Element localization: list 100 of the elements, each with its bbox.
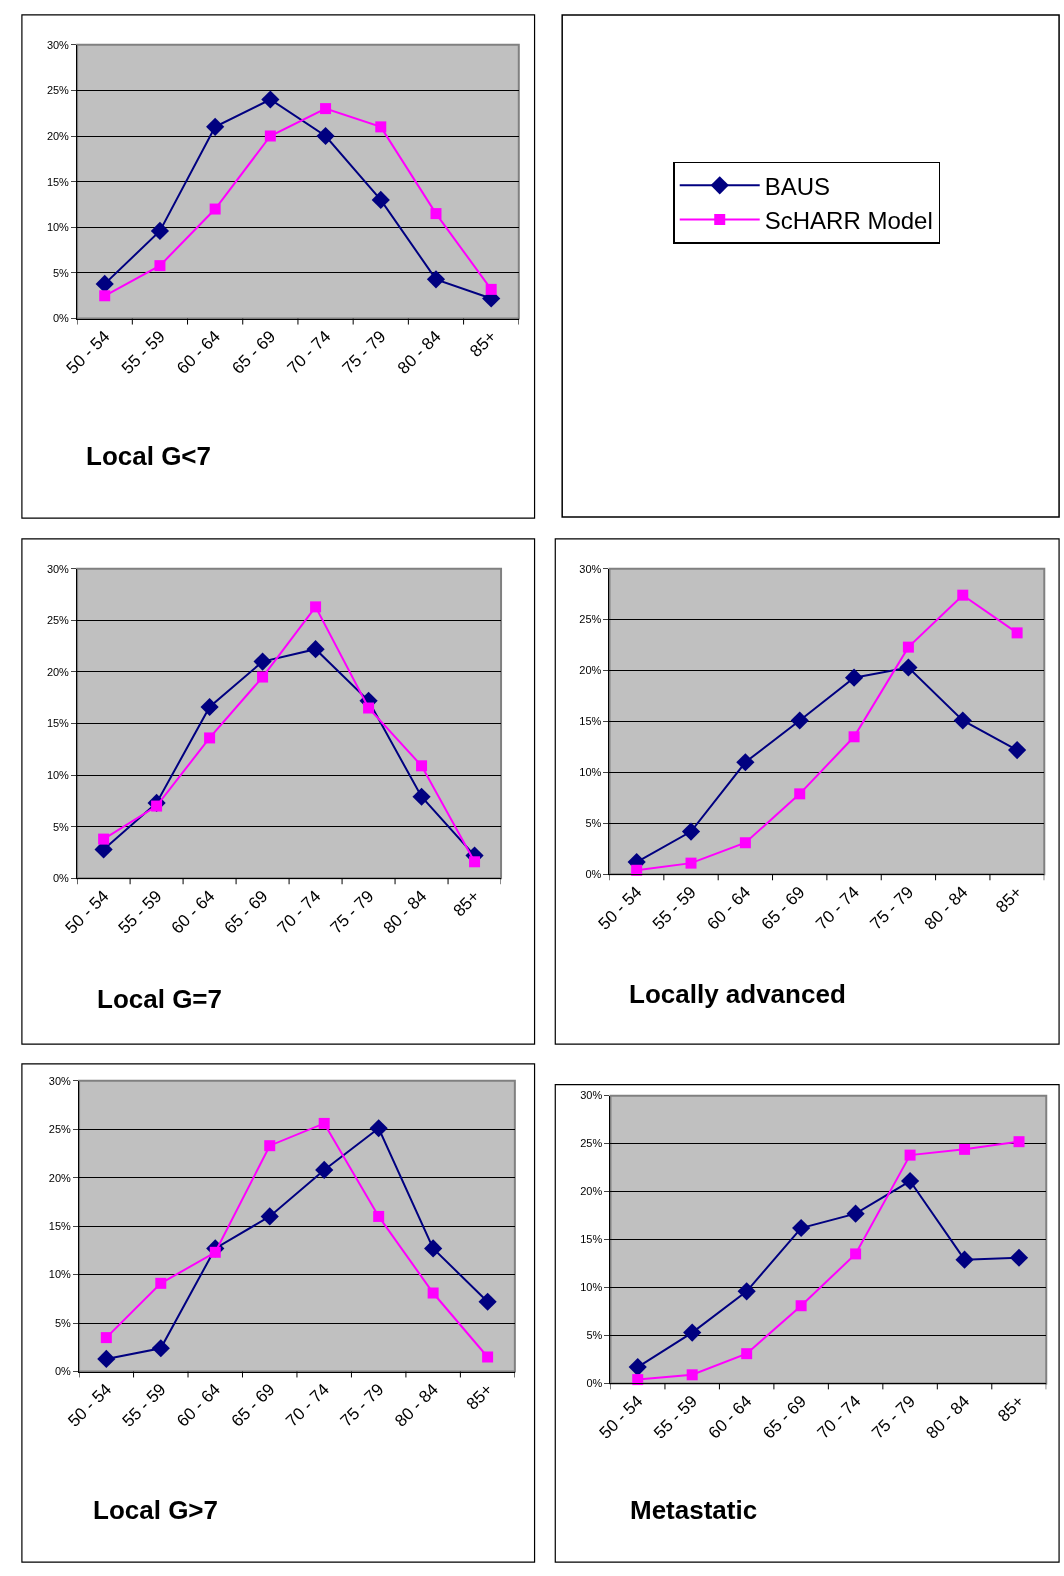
point xyxy=(628,1358,647,1377)
x-tick-label: 80 - 84 xyxy=(920,882,972,934)
x-tick-label: 50 - 54 xyxy=(595,1391,647,1443)
point xyxy=(1011,627,1023,639)
x-tick-label: 55 - 59 xyxy=(118,1379,170,1431)
x-tick-label: 85+ xyxy=(994,1391,1028,1426)
point xyxy=(427,1287,439,1299)
y-tick-label: 15% xyxy=(46,175,70,188)
y-tick-label: 10% xyxy=(579,766,602,779)
point xyxy=(424,1239,443,1258)
point xyxy=(736,753,755,772)
y-tick-label: 25% xyxy=(580,1137,603,1150)
x-tick-label: 60 - 64 xyxy=(173,326,224,378)
x-tick-label: 70 - 74 xyxy=(282,1379,334,1431)
point xyxy=(737,1282,756,1301)
point xyxy=(97,1349,116,1369)
point xyxy=(1013,1136,1025,1148)
x-tick-label: 55 - 59 xyxy=(648,882,700,934)
y-tick-label: 30% xyxy=(580,1089,603,1102)
x-tick-label: 65 - 69 xyxy=(227,1379,279,1431)
point xyxy=(206,117,225,136)
x-tick-label: 75 - 79 xyxy=(326,886,378,938)
point xyxy=(99,290,111,302)
y-tick-label: 5% xyxy=(53,820,70,833)
y-tick-label: 20% xyxy=(579,664,602,677)
point xyxy=(741,1348,753,1360)
point xyxy=(681,822,701,841)
point xyxy=(957,589,969,601)
point xyxy=(155,1277,167,1289)
point xyxy=(683,1323,702,1342)
x-tick-label: 50 - 54 xyxy=(62,326,114,378)
x-tick-label: 75 - 79 xyxy=(336,1379,388,1431)
point xyxy=(900,1171,920,1191)
x-tick-label: 65 - 69 xyxy=(757,882,809,934)
y-tick-label: 20% xyxy=(46,665,70,678)
y-tick-label: 0% xyxy=(54,1365,72,1378)
y-tick-label: 30% xyxy=(579,562,602,575)
text: Local G=7 xyxy=(97,984,222,1014)
point xyxy=(412,787,431,806)
y-tick-label: 25% xyxy=(46,84,70,97)
point xyxy=(315,1160,334,1180)
x-tick-label: 55 - 59 xyxy=(117,326,169,378)
legend-label: BAUS xyxy=(764,172,831,200)
point xyxy=(310,601,322,613)
text: Metastatic xyxy=(630,1495,758,1525)
point xyxy=(959,1143,971,1155)
point xyxy=(316,126,335,146)
point xyxy=(469,856,481,868)
x-tick-label: 60 - 64 xyxy=(703,882,755,934)
y-tick-label: 10% xyxy=(580,1281,603,1294)
point xyxy=(95,274,114,293)
y-tick-label: 0% xyxy=(53,872,70,885)
y-tick-label: 30% xyxy=(48,1074,72,1087)
x-tick-label: 80 - 84 xyxy=(391,1379,442,1431)
y-tick-label: 20% xyxy=(46,129,70,142)
point xyxy=(739,837,751,849)
x-tick-label: 85+ xyxy=(992,882,1026,917)
point xyxy=(204,732,216,744)
point xyxy=(794,788,806,800)
x-tick-label: 75 - 79 xyxy=(338,326,390,378)
point xyxy=(631,864,643,876)
point xyxy=(371,190,390,210)
y-tick-label: 30% xyxy=(46,38,70,51)
point xyxy=(100,1332,112,1344)
point xyxy=(363,702,375,714)
point xyxy=(261,90,280,109)
x-tick-label: 60 - 64 xyxy=(704,1391,756,1443)
x-tick-label: 65 - 69 xyxy=(220,886,272,938)
point xyxy=(318,1117,330,1129)
point xyxy=(151,1339,170,1358)
y-tick-label: 15% xyxy=(46,717,70,730)
point xyxy=(904,1149,916,1161)
x-tick-label: 55 - 59 xyxy=(650,1391,702,1443)
x-tick-label: 75 - 79 xyxy=(868,1391,919,1443)
y-tick-label: 10% xyxy=(46,221,70,234)
x-tick-label: 50 - 54 xyxy=(64,1379,116,1431)
x-tick-label: 65 - 69 xyxy=(228,326,280,378)
y-tick-label: 15% xyxy=(579,715,602,728)
point xyxy=(686,1369,698,1381)
y-tick-label: 25% xyxy=(46,614,70,627)
point xyxy=(790,711,809,730)
point xyxy=(1009,1248,1029,1267)
x-tick-label: 80 - 84 xyxy=(393,326,445,378)
text: Locally advanced xyxy=(629,979,846,1009)
x-tick-label: 60 - 64 xyxy=(167,886,219,938)
x-tick-label: 70 - 74 xyxy=(273,886,325,938)
y-tick-label: 5% xyxy=(53,266,70,279)
point xyxy=(478,1292,497,1311)
point xyxy=(257,671,269,683)
y-tick-label: 0% xyxy=(585,868,602,881)
point xyxy=(953,711,972,730)
point xyxy=(685,857,697,869)
point xyxy=(154,260,166,272)
point xyxy=(902,641,914,653)
x-tick-label: 70 - 74 xyxy=(283,326,335,378)
y-tick-label: 25% xyxy=(48,1123,72,1136)
x-tick-label: 75 - 79 xyxy=(866,882,918,934)
point xyxy=(320,103,332,115)
point xyxy=(482,1351,494,1363)
point xyxy=(375,121,387,133)
